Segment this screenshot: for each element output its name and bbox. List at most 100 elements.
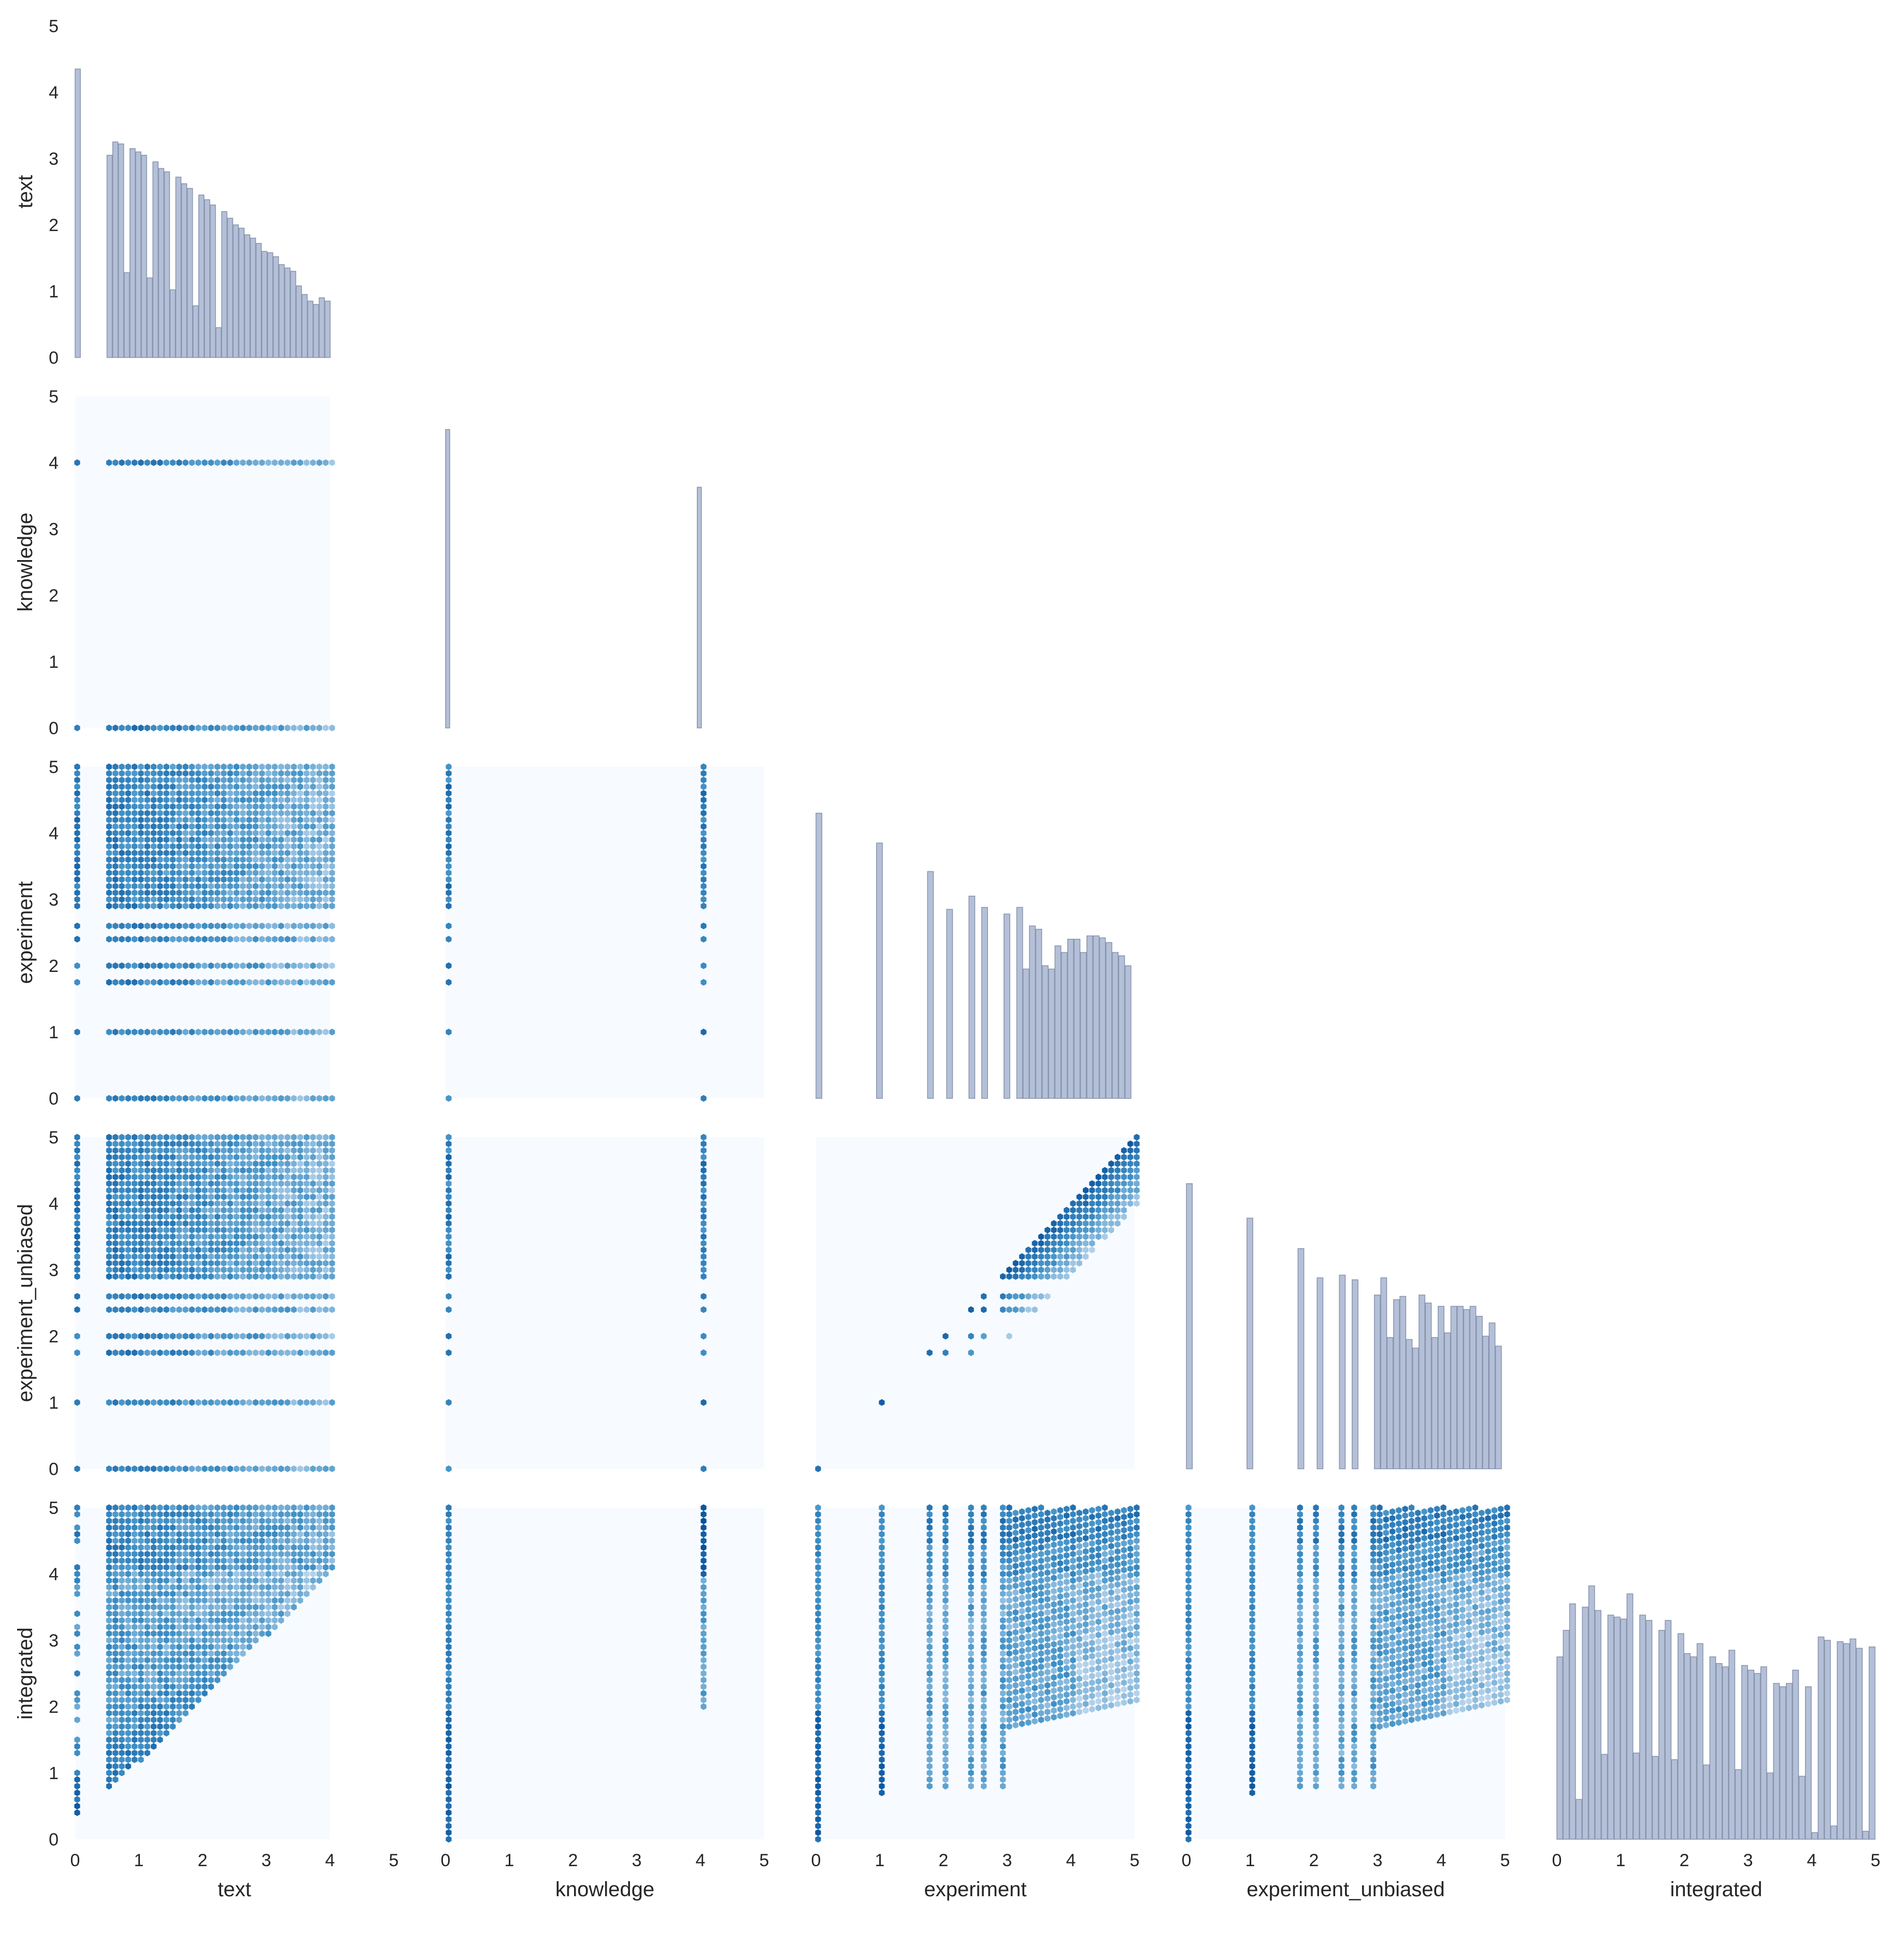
hex-cell <box>132 979 138 986</box>
hex-cell <box>259 882 265 890</box>
hexbin-experiment-vs-integrated <box>815 1504 1140 1843</box>
hist-bar <box>1476 1315 1483 1469</box>
hex-cell <box>214 882 221 890</box>
y-tick-label: 3 <box>49 1631 59 1651</box>
hex-cell <box>189 869 195 877</box>
hex-cell <box>284 849 291 856</box>
hex-cell <box>240 816 246 823</box>
hex-cell <box>195 816 202 823</box>
hex-cell <box>240 903 246 910</box>
hex-cell <box>112 869 119 877</box>
hex-cell <box>278 962 284 969</box>
hex-cell <box>182 459 189 466</box>
hex-cell <box>246 856 252 863</box>
hist-bar <box>141 154 147 358</box>
hex-cell <box>304 882 310 890</box>
hex-cell <box>316 936 322 943</box>
hex-cell <box>291 856 297 863</box>
hex-cell <box>151 1028 157 1036</box>
hex-cell <box>176 863 182 870</box>
hist-bar <box>290 270 296 358</box>
hex-cell <box>284 783 291 790</box>
hist-bar <box>130 148 136 358</box>
hex-cell <box>176 903 182 910</box>
hex-cell <box>132 724 138 732</box>
hex-cell <box>284 810 291 817</box>
hex-cell <box>246 849 252 856</box>
hex-cell <box>297 882 304 890</box>
hex-cell <box>176 936 182 943</box>
hex-cell <box>119 810 125 817</box>
hexbin-text-vs-experiment <box>74 763 335 1102</box>
hex-cell <box>246 1028 252 1036</box>
hex-cell <box>227 922 233 929</box>
hex-cell <box>208 816 214 823</box>
hex-cell <box>265 922 271 929</box>
hex-cell <box>297 849 304 856</box>
hex-cell <box>227 936 233 943</box>
hist-bar <box>158 168 164 358</box>
hist-bar <box>927 871 934 1099</box>
hist-bar <box>1444 1332 1451 1469</box>
hex-cell <box>278 903 284 910</box>
hex-cell <box>202 843 208 850</box>
hex-cell <box>246 459 252 466</box>
hex-cell <box>195 849 202 856</box>
hex-cell <box>278 783 284 790</box>
hex-cell <box>163 936 169 943</box>
hex-cell <box>284 777 291 784</box>
hex-cell <box>138 777 144 784</box>
hex-cell <box>316 790 322 797</box>
hex-cell <box>227 770 233 777</box>
hex-cell <box>157 1095 163 1102</box>
hex-cell <box>252 856 259 863</box>
hex-cell <box>316 810 322 817</box>
hex-cell <box>106 896 112 903</box>
hex-cell <box>221 459 227 466</box>
hex-cell <box>182 770 189 777</box>
hex-cell <box>246 836 252 843</box>
hex-cell <box>157 882 163 890</box>
hex-cell <box>119 803 125 810</box>
hex-cell <box>176 829 182 837</box>
hex-cell <box>278 1028 284 1036</box>
hex-cell <box>119 459 125 466</box>
hex-cell <box>265 863 271 870</box>
hex-cell <box>195 763 202 770</box>
hex-cell <box>214 777 221 784</box>
hex-cell <box>233 836 240 843</box>
hex-cell <box>246 790 252 797</box>
hex-cell <box>284 836 291 843</box>
hex-cell <box>291 922 297 929</box>
hex-cell <box>297 903 304 910</box>
hex-cell <box>284 922 291 929</box>
hex-cell <box>202 1028 208 1036</box>
hex-cell <box>132 922 138 929</box>
y-tick-label: 1 <box>49 1393 59 1413</box>
y-tick-label: 3 <box>49 149 59 169</box>
hex-cell <box>221 922 227 929</box>
hist-bar <box>968 895 976 1099</box>
hex-cell <box>259 922 265 929</box>
hex-cell <box>138 889 144 896</box>
hex-cell <box>265 836 271 843</box>
hex-cell <box>323 803 329 810</box>
hex-cell <box>138 882 144 890</box>
hex-cell <box>176 962 182 969</box>
hex-cell <box>227 459 233 466</box>
hex-cell <box>310 790 316 797</box>
hex-cell <box>176 896 182 903</box>
hex-cell <box>214 763 221 770</box>
hex-cell <box>310 962 316 969</box>
hex-cell <box>189 816 195 823</box>
hex-cell <box>259 843 265 850</box>
hex-cell <box>252 843 259 850</box>
hex-cell <box>278 823 284 830</box>
y-tick-label: 4 <box>49 83 59 103</box>
hex-cell <box>157 790 163 797</box>
hex-cell <box>202 882 208 890</box>
hex-cell <box>246 724 252 732</box>
hist-bar <box>1105 942 1112 1099</box>
hex-cell <box>144 843 150 850</box>
hex-cell <box>119 1095 125 1102</box>
